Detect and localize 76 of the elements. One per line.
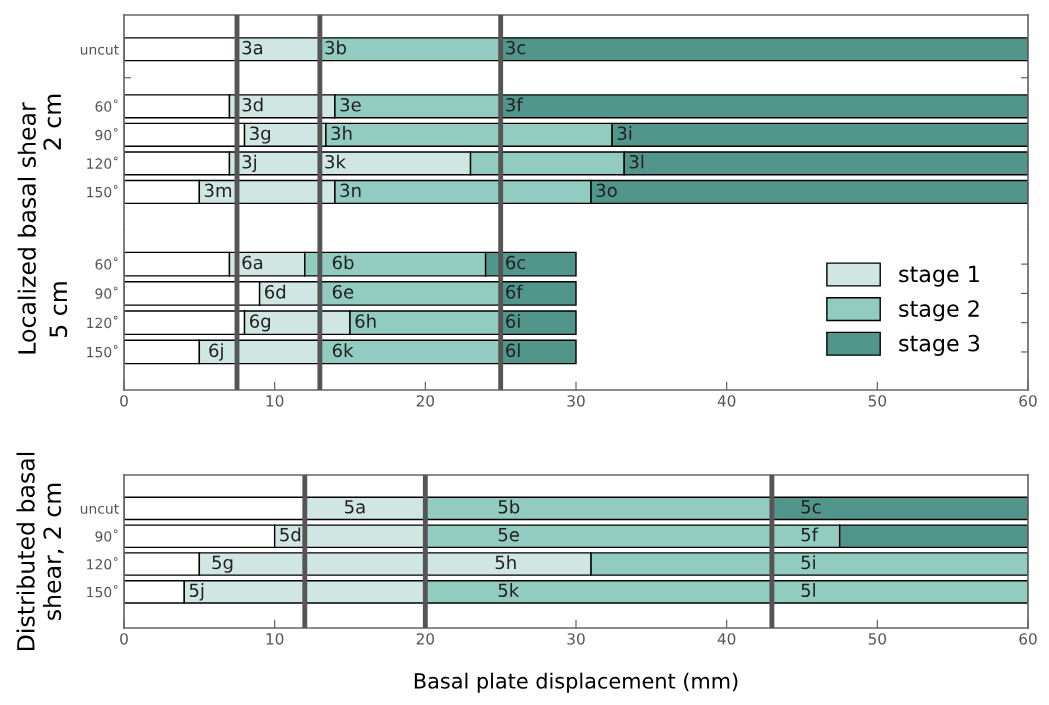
annotation: 5c xyxy=(801,500,821,514)
y-tick-label: 60˚ xyxy=(95,99,118,112)
x-tick-label: 20 xyxy=(416,395,435,407)
annotation: 3k xyxy=(325,154,346,169)
y-tick-label: 120˚ xyxy=(87,557,118,570)
y-tick-label: 120˚ xyxy=(87,156,118,169)
annotation: 5d xyxy=(280,527,301,542)
annotation: 3g xyxy=(250,126,271,144)
y-tick-label: uncut xyxy=(80,44,119,55)
y-tick-label: 90˚ xyxy=(95,529,118,542)
y-axis-title: Distributed basal shear, 2 cm xyxy=(16,452,64,650)
x-tick-label: 30 xyxy=(567,395,585,407)
y-tick-label: 150˚ xyxy=(87,584,118,598)
x-tick-label: 60 xyxy=(1019,633,1037,645)
annotation: 3d xyxy=(242,97,263,112)
annotation: 5h xyxy=(495,555,516,570)
annotation: 6g xyxy=(249,314,271,332)
y-tick-label: 150˚ xyxy=(87,345,118,358)
x-tick-label: 10 xyxy=(266,395,284,407)
annotation: 3b xyxy=(325,40,346,55)
annotation: 6f xyxy=(506,284,524,299)
annotation: 5j xyxy=(189,583,204,601)
annotation: 6d xyxy=(265,284,286,299)
x-tick-label: 40 xyxy=(717,395,736,407)
y-tick-label: 150˚ xyxy=(87,184,118,198)
annotation: 6c xyxy=(506,255,526,270)
legend-label: stage 2 xyxy=(899,300,979,322)
annotation: 5a xyxy=(345,500,365,514)
annotation: 6e xyxy=(332,284,354,299)
x-tick-label: 30 xyxy=(567,633,585,645)
annotation: 5b xyxy=(498,499,520,514)
x-tick-label: 40 xyxy=(717,633,736,645)
annotation: 3a xyxy=(242,40,263,55)
x-tick-label: 0 xyxy=(120,395,128,407)
bar xyxy=(771,496,1028,521)
annotation: 6j xyxy=(209,343,223,361)
y-tick-label: 90˚ xyxy=(95,286,118,299)
annotation: 6b xyxy=(332,255,354,270)
annotation: 3n xyxy=(340,183,361,198)
annotation: 3i xyxy=(617,126,632,141)
annotation: 6h xyxy=(355,313,376,328)
x-tick-label: 20 xyxy=(416,633,435,645)
y-tick-label: 90˚ xyxy=(95,127,118,141)
annotation: 5i xyxy=(801,555,815,570)
x-tick-label: 50 xyxy=(868,633,887,645)
annotation: 3e xyxy=(340,97,361,112)
x-tick-label: 0 xyxy=(120,633,128,645)
x-tick-label: 60 xyxy=(1019,395,1037,407)
annotation: 5l xyxy=(801,583,815,598)
annotation: 6a xyxy=(242,255,263,270)
x-tick-label: 50 xyxy=(868,395,887,407)
annotation: 5f xyxy=(801,527,819,542)
annotation: 3h xyxy=(331,126,352,141)
legend-label: stage 3 xyxy=(899,334,980,356)
y-tick-label: 60˚ xyxy=(95,257,118,270)
annotation: 3f xyxy=(506,97,524,112)
x-tick-label: 10 xyxy=(266,633,284,645)
annotation: 3m xyxy=(204,183,232,198)
bar xyxy=(124,37,238,62)
y-axis-title: 5 cm xyxy=(49,282,68,337)
annotation: 3c xyxy=(506,40,526,55)
annotation: 5g xyxy=(212,555,233,573)
legend-label: stage 1 xyxy=(899,265,979,287)
annotation: 3l xyxy=(629,154,644,169)
y-tick-label: uncut xyxy=(80,503,119,514)
annotation: 3o xyxy=(596,183,617,198)
annotation: 6i xyxy=(506,313,520,328)
y-tick-label: 120˚ xyxy=(87,315,118,329)
annotation: 6k xyxy=(332,343,354,358)
annotation: 5k xyxy=(498,583,520,598)
text: Localized basal shear xyxy=(17,102,36,354)
annotation: 6l xyxy=(506,343,520,358)
annotation: 5e xyxy=(498,528,519,542)
annotation: 3j xyxy=(242,154,256,173)
x-axis-title: Basal plate displacement (mm) xyxy=(414,672,738,693)
y-axis-title: 2 cm xyxy=(43,94,62,150)
